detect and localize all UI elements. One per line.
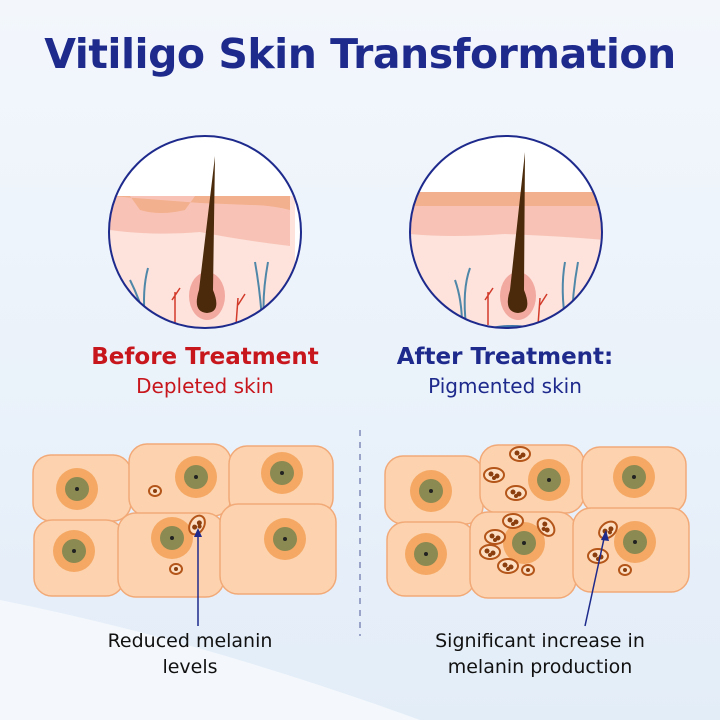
before-arrow	[194, 528, 202, 626]
after-caption-line1: Significant increase in	[435, 630, 645, 652]
before-skin-diagram	[108, 135, 302, 329]
before-heading: Before Treatment	[91, 344, 319, 370]
page-title: Vitiligo Skin Transformation	[44, 30, 676, 78]
after-heading: After Treatment:	[396, 344, 614, 370]
after-subheading: Pigmented skin	[428, 374, 582, 398]
before-caption-line2: levels	[162, 656, 218, 678]
after-caption: Significant increase in melanin producti…	[380, 628, 700, 680]
after-arrow	[584, 530, 609, 627]
after-label: After Treatment: Pigmented skin	[345, 344, 665, 398]
before-caption-line1: Reduced melanin	[107, 630, 273, 652]
before-subheading: Depleted skin	[136, 374, 274, 398]
background-wave	[0, 600, 420, 720]
before-label: Before Treatment Depleted skin	[45, 344, 365, 398]
after-skin-diagram	[409, 135, 603, 329]
before-caption: Reduced melanin levels	[30, 628, 350, 680]
after-caption-line2: melanin production	[447, 656, 633, 678]
